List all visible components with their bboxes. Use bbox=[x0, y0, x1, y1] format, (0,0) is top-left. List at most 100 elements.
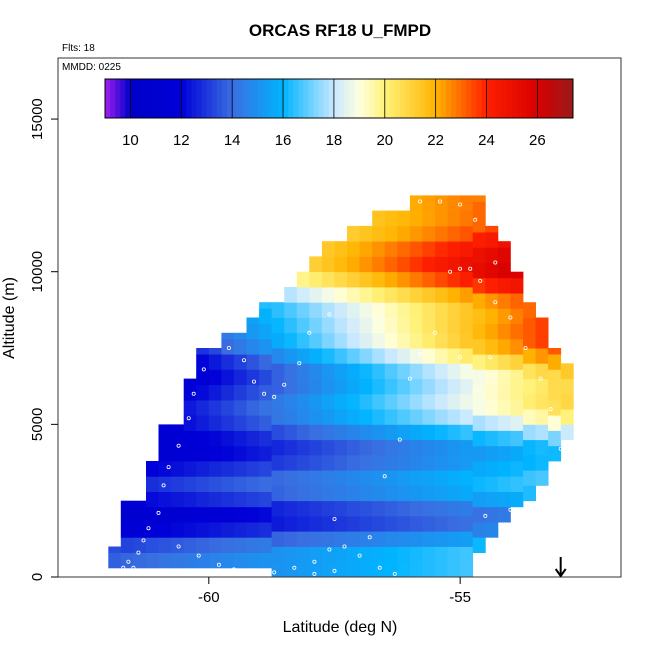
heatmap-cell bbox=[409, 454, 423, 471]
heatmap-cell bbox=[384, 409, 398, 425]
heatmap-cell bbox=[497, 308, 511, 324]
heatmap-cell bbox=[523, 378, 536, 395]
heatmap-cell bbox=[271, 515, 285, 532]
heatmap-cell bbox=[321, 561, 335, 578]
heatmap-cell bbox=[196, 522, 210, 538]
heatmap-cell bbox=[296, 378, 310, 395]
heatmap-cell bbox=[208, 348, 222, 355]
y-tick-label: 10000 bbox=[29, 251, 46, 293]
heatmap-cell bbox=[422, 195, 436, 212]
heatmap-cell bbox=[208, 522, 222, 538]
colorbar-segment bbox=[313, 79, 320, 118]
heatmap-cell bbox=[372, 424, 386, 441]
heatmap-cell bbox=[296, 485, 310, 502]
heatmap-cell bbox=[372, 210, 386, 227]
heatmap-cell bbox=[246, 384, 260, 401]
heatmap-cell bbox=[523, 348, 536, 364]
heatmap-cell bbox=[372, 302, 386, 318]
heatmap-cell bbox=[221, 491, 235, 508]
colorbar: 10 12 14 16 18 20 22 24 26 bbox=[104, 78, 574, 149]
heatmap-cell bbox=[372, 500, 386, 517]
heatmap-cell bbox=[309, 409, 323, 425]
heatmap-cell bbox=[548, 445, 562, 462]
heatmap-cell bbox=[435, 302, 448, 318]
heatmap-cell bbox=[347, 439, 360, 456]
heatmap-cell bbox=[472, 277, 486, 294]
colorbar-segment bbox=[216, 79, 223, 118]
colorbar-segment bbox=[456, 79, 462, 118]
heatmap-cell bbox=[435, 317, 448, 334]
heatmap-cell bbox=[384, 210, 398, 227]
heatmap-cell bbox=[196, 384, 210, 401]
heatmap-cell bbox=[497, 369, 511, 386]
heatmap-cell bbox=[409, 195, 423, 212]
heatmap-cell bbox=[510, 476, 524, 492]
heatmap-cell bbox=[158, 506, 172, 523]
heatmap-cell bbox=[485, 384, 499, 401]
heatmap-cell bbox=[460, 470, 474, 486]
heatmap-cell bbox=[359, 409, 373, 425]
heatmap-cell bbox=[497, 262, 511, 279]
heatmap-cell bbox=[447, 531, 461, 547]
heatmap-cell bbox=[259, 323, 273, 340]
observation-point bbox=[196, 553, 201, 558]
heatmap-cell bbox=[422, 409, 436, 425]
observation-point bbox=[543, 495, 548, 500]
heatmap-cell bbox=[372, 287, 386, 303]
heatmap-cell bbox=[246, 552, 260, 569]
heatmap-cell bbox=[548, 348, 562, 355]
heatmap-cell bbox=[510, 384, 524, 401]
heatmap-cell bbox=[183, 537, 197, 553]
heatmap-cell bbox=[347, 287, 360, 303]
heatmap-cell bbox=[359, 424, 373, 441]
heatmap-cell bbox=[422, 225, 436, 242]
heatmap-cell bbox=[334, 271, 348, 288]
heatmap-cell bbox=[133, 552, 147, 569]
heatmap-cell bbox=[284, 454, 298, 471]
observation-point bbox=[508, 315, 513, 320]
heatmap-cell bbox=[384, 225, 398, 242]
heatmap-cell bbox=[108, 546, 122, 553]
heatmap-cell bbox=[183, 476, 197, 492]
heatmap-cell bbox=[321, 546, 335, 563]
colorbar-segment bbox=[394, 79, 401, 118]
y-tick-label: 15000 bbox=[29, 98, 46, 140]
heatmap-cell bbox=[158, 445, 172, 462]
heatmap-cell bbox=[334, 531, 348, 547]
heatmap-cell bbox=[510, 293, 524, 309]
heatmap-cell bbox=[472, 262, 486, 279]
observation-point bbox=[382, 474, 387, 479]
observation-point bbox=[136, 550, 141, 555]
heatmap-cell bbox=[372, 256, 386, 273]
heatmap-cell bbox=[372, 439, 386, 456]
heatmap-cell bbox=[535, 332, 549, 349]
heatmap-cell bbox=[359, 393, 373, 410]
heatmap-cell bbox=[321, 363, 335, 379]
colorbar-segment bbox=[145, 79, 152, 118]
heatmap-cell bbox=[158, 491, 172, 508]
heatmap-cell bbox=[334, 241, 348, 257]
heatmap-cell bbox=[510, 308, 524, 324]
colorbar-segment bbox=[379, 79, 386, 118]
heatmap-cell bbox=[259, 399, 273, 416]
heatmap-cell bbox=[284, 500, 298, 517]
heatmap-cell bbox=[447, 225, 461, 242]
down-arrow-icon bbox=[554, 557, 567, 578]
heatmap-cell bbox=[397, 546, 411, 563]
heatmap-cell bbox=[146, 522, 159, 538]
colorbar-segment bbox=[471, 79, 477, 118]
heatmap-cell bbox=[510, 323, 524, 340]
y-axis-label: Altitude (m) bbox=[1, 277, 18, 359]
heatmap-cell bbox=[171, 476, 185, 492]
heatmap-cell bbox=[422, 348, 436, 364]
colorbar-segment bbox=[237, 79, 243, 118]
heatmap-cell bbox=[284, 485, 298, 502]
heatmap-cell bbox=[472, 491, 486, 508]
heatmap-cell bbox=[146, 552, 159, 569]
heatmap-cell bbox=[321, 470, 335, 486]
heatmap-cell bbox=[284, 531, 298, 547]
heatmap-cell bbox=[334, 317, 348, 334]
heatmap-cell bbox=[171, 491, 185, 508]
colorbar-segment bbox=[211, 79, 218, 118]
heatmap-cell bbox=[171, 430, 185, 447]
